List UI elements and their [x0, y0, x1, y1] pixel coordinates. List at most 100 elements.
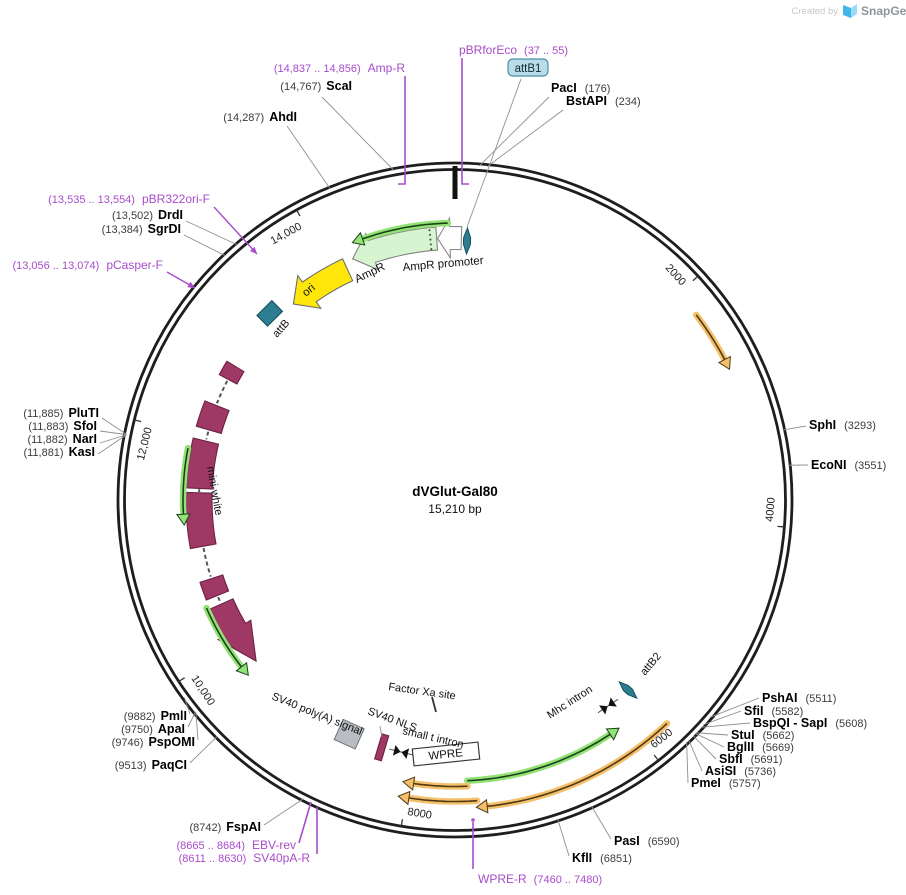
primer-line-EBV-rev — [298, 801, 312, 844]
leader-line-KasI — [97, 434, 127, 455]
mini-white-intron-dash — [205, 431, 210, 440]
mini-white-intron-dash — [217, 596, 222, 604]
sv40-nls-box[interactable] — [373, 733, 390, 762]
enzyme-label-AhdI[interactable]: (14,287) AhdI — [223, 110, 297, 124]
leader-line-SbfI — [692, 735, 717, 760]
leader-line-PspOMI — [195, 712, 199, 741]
enzyme-label-SfiI[interactable]: SfiI (5582) — [744, 704, 803, 718]
attB2-site-marker[interactable] — [617, 679, 639, 700]
enzyme-label-PluTI[interactable]: (11,885) PluTI — [23, 406, 99, 420]
enzyme-label-PshAI[interactable]: PshAI (5511) — [762, 691, 836, 705]
mini-white-exon[interactable] — [195, 400, 230, 435]
leader-line-SfiI — [703, 710, 742, 726]
mini-white-intron-dash — [202, 547, 212, 577]
orf-arrow-bottom-right-green[interactable] — [464, 727, 620, 784]
small-t-intron-icon[interactable] — [388, 744, 414, 760]
leader-line-StuI — [695, 732, 729, 736]
wpre-box[interactable] — [411, 741, 481, 767]
enzyme-label-PmeI[interactable]: PmeI (5757) — [691, 776, 761, 790]
mhc-intron-icon[interactable] — [595, 695, 621, 718]
tick-mark-12000 — [134, 419, 142, 423]
feature-label-factor-xa-site[interactable]: Factor Xa site — [388, 681, 457, 702]
ori-arrow[interactable] — [292, 258, 354, 310]
enzyme-label-BglII[interactable]: BglII (5669) — [727, 740, 794, 754]
primer-label-pBR322ori-F[interactable]: (13,535 .. 13,554) pBR322ori-F — [48, 192, 210, 206]
ampr-promoter-arrow[interactable] — [436, 216, 463, 260]
tick-mark-2000 — [692, 275, 699, 282]
backbone-outer-circle — [116, 161, 794, 839]
enzyme-label-KasI[interactable]: (11,881) KasI — [23, 445, 95, 459]
snapgene-watermark: Created by SnapGene — [792, 4, 906, 18]
enzyme-label-StuI[interactable]: StuI (5662) — [731, 728, 794, 742]
junction-dot — [428, 233, 431, 236]
leader-line-PmeI — [686, 742, 689, 784]
attB-box[interactable] — [256, 299, 284, 327]
leader-line-PluTI — [101, 417, 127, 435]
orf-arrow-mini-white-2[interactable] — [203, 604, 249, 676]
junction-dot — [430, 248, 433, 251]
enzyme-label-SphI[interactable]: SphI (3293) — [809, 418, 876, 432]
orf-arrow-bottom-orange-1[interactable] — [402, 776, 471, 791]
enzyme-label-SgrDI[interactable]: (13,384) SgrDI — [102, 222, 181, 236]
mini-white-exon[interactable] — [199, 574, 230, 601]
primer-label-Amp-R[interactable]: (14,837 .. 14,856) Amp-R — [274, 61, 406, 75]
leader-line-BspQI - SapI — [701, 722, 751, 728]
leader-line-PasI — [590, 805, 612, 840]
attB1-site-marker[interactable] — [462, 226, 472, 256]
orf-arrow-top-right-orange[interactable] — [692, 311, 731, 371]
leader-line-SfoI — [99, 430, 127, 436]
leader-line-ScaI — [321, 96, 395, 171]
orf-arrow-bottom-right-orange[interactable] — [475, 720, 671, 814]
primer-label-pCasper-F[interactable]: (13,056 .. 13,074) pCasper-F — [12, 258, 163, 272]
enzyme-label-DrdI[interactable]: (13,502) DrdI — [112, 208, 183, 222]
primer-label-WPRE-R[interactable]: WPRE-R (7460 .. 7480) — [478, 872, 602, 886]
feature-label-attB1[interactable]: attB1 — [507, 58, 549, 77]
enzyme-label-KflI[interactable]: KflI (6851) — [572, 851, 632, 865]
feature-label-sv40-poly-a-signal[interactable]: SV40 poly(A) signal — [270, 691, 364, 738]
enzyme-label-SbfI[interactable]: SbfI (5691) — [719, 752, 782, 766]
enzyme-label-PaqCI[interactable]: (9513) PaqCI — [115, 758, 187, 772]
enzyme-label-ScaI[interactable]: (14,767) ScaI — [280, 79, 352, 93]
enzyme-label-FspAI[interactable]: (8742) FspAI — [189, 820, 261, 834]
leader-line-SphI — [782, 425, 807, 431]
enzyme-label-PasI[interactable]: PasI (6590) — [614, 834, 680, 848]
sv40-nls-leader — [379, 725, 383, 738]
feature-label-mhc-intron[interactable]: Mhc intron — [545, 683, 595, 721]
orf-arrow-mini-white-1[interactable] — [175, 444, 192, 526]
tick-mark-10000 — [178, 677, 186, 683]
enzyme-label-ApaI[interactable]: (9750) ApaI — [121, 722, 185, 736]
leader-lines — [97, 58, 809, 869]
orf-arrow-bottom-orange-2[interactable] — [397, 790, 481, 806]
enzyme-label-EcoNI[interactable]: EcoNI (3551) — [811, 458, 886, 472]
leader-line-DrdI — [185, 220, 238, 246]
enzyme-label-NarI[interactable]: (11,882) NarI — [28, 432, 97, 446]
enzyme-label-SfoI[interactable]: (11,883) SfoI — [28, 419, 97, 433]
leader-line-PaqCI — [189, 735, 218, 764]
feature-label-wpre[interactable]: WPRE — [428, 747, 464, 763]
enzyme-label-BspQI - SapI[interactable]: BspQI - SapI (5608) — [753, 716, 867, 730]
sv40-polya-box[interactable] — [333, 718, 365, 750]
primer-label-pBRforEco[interactable]: pBRforEco (37 .. 55) — [459, 43, 568, 57]
feature-label-attb2[interactable]: attB2 — [638, 651, 664, 678]
enzyme-label-PacI[interactable]: PacI (176) — [551, 81, 610, 95]
primer-line-pBR322ori-F — [213, 206, 258, 255]
feature-label-ampr-promoter[interactable]: AmpR promoter — [402, 255, 484, 274]
primer-label-EBV-rev[interactable]: (8665 .. 8684) EBV-rev — [176, 838, 296, 852]
enzyme-label-PspOMI[interactable]: (9746) PspOMI — [112, 735, 195, 749]
enzyme-label-BstAPI[interactable]: BstAPI (234) — [566, 94, 641, 108]
enzyme-label-PmlI[interactable]: (9882) PmlI — [124, 709, 187, 723]
plasmid-length: 15,210 bp — [428, 502, 482, 516]
primer-label-SV40pA-R[interactable]: (8611 .. 8630) SV40pA-R — [179, 851, 311, 865]
ampr-gene-arrow[interactable] — [351, 226, 439, 271]
leader-line-BglII — [695, 733, 725, 748]
primer-line-Amp-R — [398, 76, 406, 185]
enzyme-label-AsiSI[interactable]: AsiSI (5736) — [705, 764, 776, 778]
leader-line-AsiSI — [688, 739, 703, 772]
primer-line-pBRforEco — [461, 58, 469, 185]
origin-tick — [452, 166, 458, 199]
primer-arrowhead — [249, 246, 257, 254]
mini-white-exon[interactable] — [218, 360, 245, 385]
plasmid-title: dVGlut-Gal80 — [412, 484, 498, 499]
orf-arrow-ampr[interactable] — [351, 219, 451, 246]
